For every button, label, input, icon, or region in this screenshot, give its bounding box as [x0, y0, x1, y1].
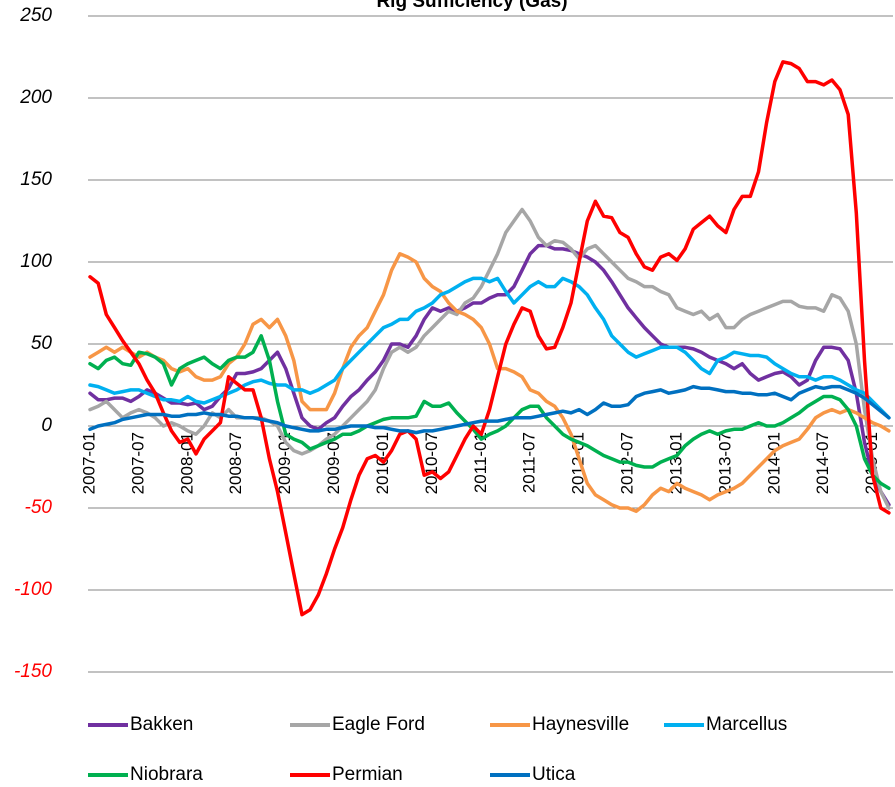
series-line	[88, 60, 891, 617]
x-tick-label: 2011-01	[471, 432, 490, 493]
legend-label: Niobrara	[130, 764, 203, 785]
x-tick-label: 2014-07	[813, 432, 832, 494]
x-tick-label: 2013-01	[666, 432, 685, 494]
y-tick-label: -100	[14, 579, 52, 600]
x-tick-label: 2014-01	[764, 432, 783, 494]
y-tick-label: 150	[20, 169, 52, 190]
series-line	[88, 252, 891, 514]
x-tick-label: 2007-01	[79, 432, 98, 494]
x-tick-label: 2007-07	[128, 432, 147, 494]
y-tick-label: 50	[31, 333, 53, 354]
y-tick-label: -50	[25, 497, 53, 518]
chart-title: Rig Sufficiency (Gas)	[376, 0, 567, 12]
x-tick-label: 2012-01	[569, 432, 588, 494]
series-line	[88, 384, 891, 435]
legend-label: Utica	[532, 764, 576, 785]
y-tick-label: 0	[41, 415, 52, 436]
x-tick-label: 2008-07	[226, 432, 245, 494]
x-tick-label: 2011-07	[520, 432, 539, 493]
y-tick-label: 100	[20, 251, 52, 272]
series-line	[88, 334, 891, 491]
y-tick-label: 200	[19, 87, 52, 108]
legend-label: Haynesville	[532, 714, 629, 735]
legend-label: Marcellus	[706, 714, 787, 735]
x-tick-label: 2013-07	[715, 432, 734, 494]
y-tick-label: 250	[19, 5, 52, 26]
x-tick-label: 2009-07	[324, 432, 343, 494]
legend-label: Permian	[332, 764, 403, 785]
series-line	[88, 276, 891, 420]
y-tick-label: -150	[14, 661, 52, 682]
legend-label: Eagle Ford	[332, 714, 425, 735]
legend-label: Bakken	[130, 714, 193, 735]
x-tick-label: 2010-07	[422, 432, 441, 494]
